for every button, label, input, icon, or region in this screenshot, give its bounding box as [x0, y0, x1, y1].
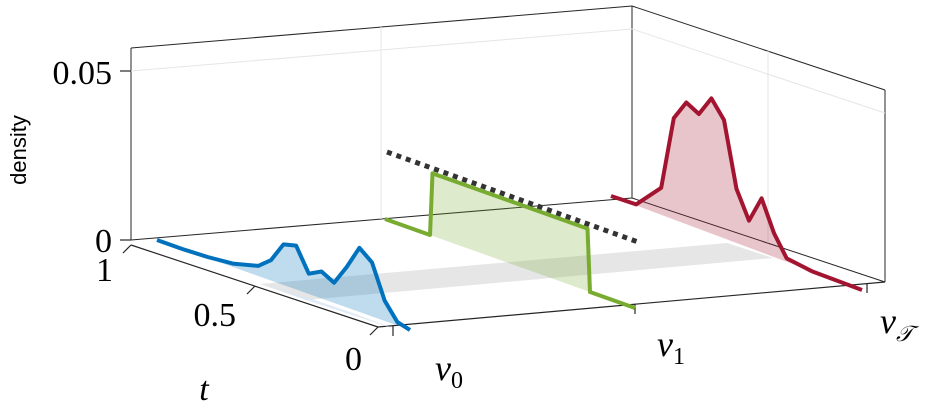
vT-label: v𝒯: [880, 301, 920, 346]
v1-label-base: v: [657, 324, 673, 364]
floor-band-left: [262, 282, 398, 330]
t-tick-label-05: 0.5: [194, 297, 237, 334]
v0-label-base: v: [435, 348, 451, 388]
t-tick-0: [369, 326, 379, 336]
series-line-v1: [384, 171, 636, 310]
series-line-vT: [610, 96, 863, 292]
t-tick-label-1: 1: [96, 252, 113, 289]
v1-label-sub: 1: [673, 344, 685, 370]
v0-label-sub: 0: [451, 368, 463, 394]
series-area-v0: [157, 240, 410, 330]
box-edge-floor-right: [631, 197, 886, 283]
grid-line: [631, 28, 886, 114]
t-tick-label-0: 0: [345, 341, 362, 378]
dashed-reference-line: [386, 149, 639, 245]
y-axis-title: density: [6, 115, 31, 185]
vT-label-base: v: [880, 301, 896, 341]
v1-label: v1: [657, 324, 685, 370]
t-axis-title: t: [199, 371, 210, 407]
v0-label: v0: [435, 348, 463, 394]
vT-label-sub: 𝒯: [896, 321, 920, 346]
t-tick-1: [122, 244, 132, 254]
t-tick-05: [246, 285, 256, 295]
series-area-v1: [385, 173, 635, 308]
z-tick-label-0: 0: [95, 223, 112, 260]
v-axis-line: [377, 281, 886, 328]
z-tick-label-005: 0.05: [53, 55, 113, 92]
floor-band: [260, 243, 773, 300]
series-layer: [156, 96, 863, 332]
box-edge-right-top: [631, 5, 886, 91]
ticks: [120, 70, 868, 336]
series-line-v0: [156, 238, 412, 332]
